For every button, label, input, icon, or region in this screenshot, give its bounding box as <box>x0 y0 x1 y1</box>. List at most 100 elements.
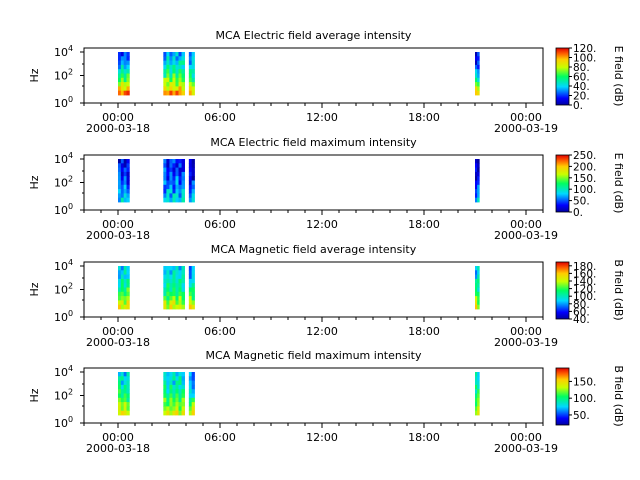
spectrogram-cell <box>475 406 478 412</box>
spectrogram-cell <box>191 384 195 390</box>
spectrogram-cell <box>126 406 130 412</box>
spectrogram-cell <box>178 189 182 194</box>
spectrogram-cell <box>178 278 182 284</box>
spectrogram-cell <box>118 60 122 66</box>
spectrogram-cell <box>169 393 173 399</box>
spectrogram-cell <box>188 278 193 284</box>
spectrogram-cell <box>123 389 127 394</box>
spectrogram-cell <box>172 82 176 87</box>
colorbar-tick-label: 80. <box>573 299 590 311</box>
spectrogram-cell <box>477 304 480 310</box>
spectrogram-cell <box>191 270 195 275</box>
spectrogram-cell <box>118 56 122 61</box>
spectrogram-cell <box>178 60 182 66</box>
x-tick-label: 00:00 <box>102 431 134 444</box>
spectrogram-cell <box>175 372 179 377</box>
spectrogram-cell <box>191 167 195 173</box>
spectrogram-cell <box>169 389 173 394</box>
spectrogram-cell <box>181 56 185 61</box>
spectrogram-cell <box>120 266 125 271</box>
spectrogram-cell <box>118 90 122 96</box>
spectrogram-cell <box>123 163 127 168</box>
spectrogram-cell <box>123 274 127 280</box>
spectrogram-cell <box>120 197 125 203</box>
spectrogram-cell <box>175 60 179 66</box>
spectrogram-block <box>118 159 130 203</box>
spectrogram-cell <box>172 389 176 394</box>
spectrogram-cell <box>126 397 130 403</box>
spectrogram-cell <box>166 266 170 271</box>
spectrogram-cell <box>175 296 179 301</box>
colorbar-tick-label: 160. <box>573 268 596 280</box>
spectrogram-cell <box>172 180 176 186</box>
spectrogram-cell <box>163 163 167 168</box>
spectrogram-cell <box>172 278 176 284</box>
spectrogram-cell <box>178 304 182 310</box>
spectrogram-cell <box>126 176 130 181</box>
spectrogram-cell <box>126 56 130 61</box>
spectrogram-cell <box>166 56 170 61</box>
panel-title: MCA Electric field average intensity <box>216 29 412 42</box>
spectrogram-cell <box>475 159 478 164</box>
spectrogram-cell <box>191 283 195 288</box>
spectrogram-cell <box>175 270 179 275</box>
spectrogram-cell <box>172 283 176 288</box>
spectrogram-cell <box>120 384 125 390</box>
spectrogram-cell <box>118 69 122 74</box>
spectrogram-cell <box>163 410 167 416</box>
spectrogram-cell <box>120 278 125 284</box>
spectrogram-cell <box>163 82 167 87</box>
spectrogram-cell <box>181 184 185 190</box>
x-tick-label: 18:00 <box>408 111 440 124</box>
spectrogram-cell <box>191 52 195 57</box>
spectrogram-cell <box>166 176 170 181</box>
spectrogram-cell <box>477 82 480 87</box>
spectrogram-cell <box>175 193 179 199</box>
spectrogram-cell <box>123 287 127 293</box>
spectrogram-cell <box>175 180 179 186</box>
spectrogram-cell <box>172 77 176 83</box>
spectrogram-cell <box>120 184 125 190</box>
colorbar-tick-label: 200. <box>573 161 596 173</box>
x-date-label: 2000-03-18 <box>86 229 150 242</box>
spectrogram-cell <box>178 274 182 280</box>
spectrogram-cell <box>181 64 185 70</box>
spectrogram-cell <box>126 159 130 164</box>
spectrogram-cell <box>163 291 167 297</box>
spectrogram-cell <box>178 86 182 92</box>
spectrogram-cell <box>118 266 122 271</box>
x-tick-label: 00:00 <box>510 325 542 338</box>
spectrogram-cell <box>178 69 182 74</box>
spectrogram-cell <box>475 372 478 377</box>
spectrogram-cell <box>178 389 182 394</box>
spectrogram-cell <box>477 376 480 381</box>
spectrogram-cell <box>477 193 480 199</box>
spectrogram-cell <box>181 52 185 57</box>
spectrogram-cell <box>118 193 122 199</box>
spectrogram-cell <box>118 176 122 181</box>
y-tick-label: 104 <box>54 258 73 273</box>
spectrogram-cell <box>175 384 179 390</box>
colorbar-tick-label: 20. <box>573 91 590 103</box>
spectrogram-cell <box>475 90 478 96</box>
colorbar-label: B field (dB) <box>612 259 625 320</box>
y-tick-label: 102 <box>54 388 73 403</box>
spectrogram-cell <box>477 287 480 293</box>
spectrogram-cell <box>118 77 122 83</box>
spectrogram-cell <box>166 274 170 280</box>
spectrogram-cell <box>166 73 170 79</box>
spectrogram-cell <box>477 406 480 412</box>
spectrogram-block <box>475 372 480 416</box>
spectrogram-cell <box>181 283 185 288</box>
spectrogram-cell <box>188 159 193 164</box>
spectrogram-cell <box>172 52 176 57</box>
spectrogram-cell <box>175 171 179 177</box>
spectrogram-cell <box>178 380 182 386</box>
spectrogram-cell <box>126 69 130 74</box>
panel-title: MCA Magnetic field maximum intensity <box>206 349 422 362</box>
spectrogram-cell <box>126 376 130 381</box>
y-axis-label: Hz <box>28 175 41 189</box>
spectrogram-cell <box>191 159 195 164</box>
spectrogram-cell <box>188 287 193 293</box>
spectrogram-cell <box>178 193 182 199</box>
